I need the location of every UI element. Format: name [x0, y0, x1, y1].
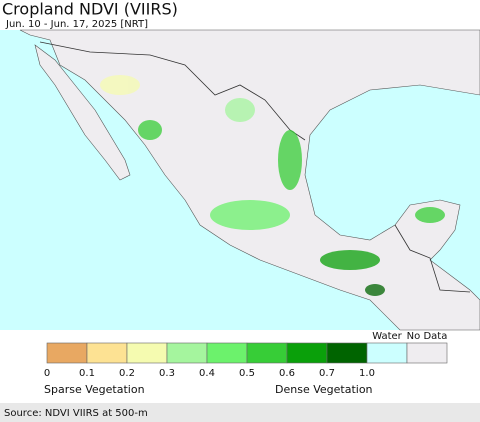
- legend-swatch: [406, 342, 448, 364]
- legend-tick: 0.5: [239, 368, 255, 379]
- legend-tick: 0.4: [199, 368, 215, 379]
- legend-high-label: Dense Vegetation: [275, 383, 373, 396]
- subtitle: Jun. 10 - Jun. 17, 2025 [NRT]: [5, 19, 148, 30]
- title: Cropland NDVI (VIIRS): [2, 0, 178, 19]
- legend-swatch: [286, 342, 328, 364]
- legend-swatch: [46, 342, 88, 364]
- baja-peninsula: [34, 44, 131, 181]
- legend-tick: 0.3: [159, 368, 175, 379]
- legend-swatch: [366, 342, 408, 364]
- map: [0, 29, 480, 331]
- legend-low-label: Sparse Vegetation: [44, 383, 145, 396]
- legend-swatch: [126, 342, 168, 364]
- legend-label: Water: [372, 331, 402, 342]
- legend-tick: 0.2: [119, 368, 135, 379]
- legend-tick: 0.7: [319, 368, 335, 379]
- border: [39, 41, 306, 141]
- vegetation: [100, 75, 445, 296]
- legend-swatch: [206, 342, 248, 364]
- legend-tick: 0.1: [79, 368, 95, 379]
- footer-band: [0, 403, 480, 422]
- source: Source: NDVI VIIRS at 500-m: [4, 408, 148, 419]
- legend-tick: 0: [44, 368, 50, 379]
- legend-label: No Data: [407, 331, 448, 342]
- border: [394, 224, 471, 293]
- legend-swatch: [246, 342, 288, 364]
- legend: Water No Data 0 0.1 0.2 0.3 0.4 0.5 0.6 0.7 1.0 Spa…: [44, 331, 448, 396]
- legend-tick: 1.0: [359, 368, 375, 379]
- legend-swatch: [86, 342, 128, 364]
- legend-swatch: [326, 342, 368, 364]
- legend-swatch: [166, 342, 208, 364]
- legend-tick: 0.6: [279, 368, 295, 379]
